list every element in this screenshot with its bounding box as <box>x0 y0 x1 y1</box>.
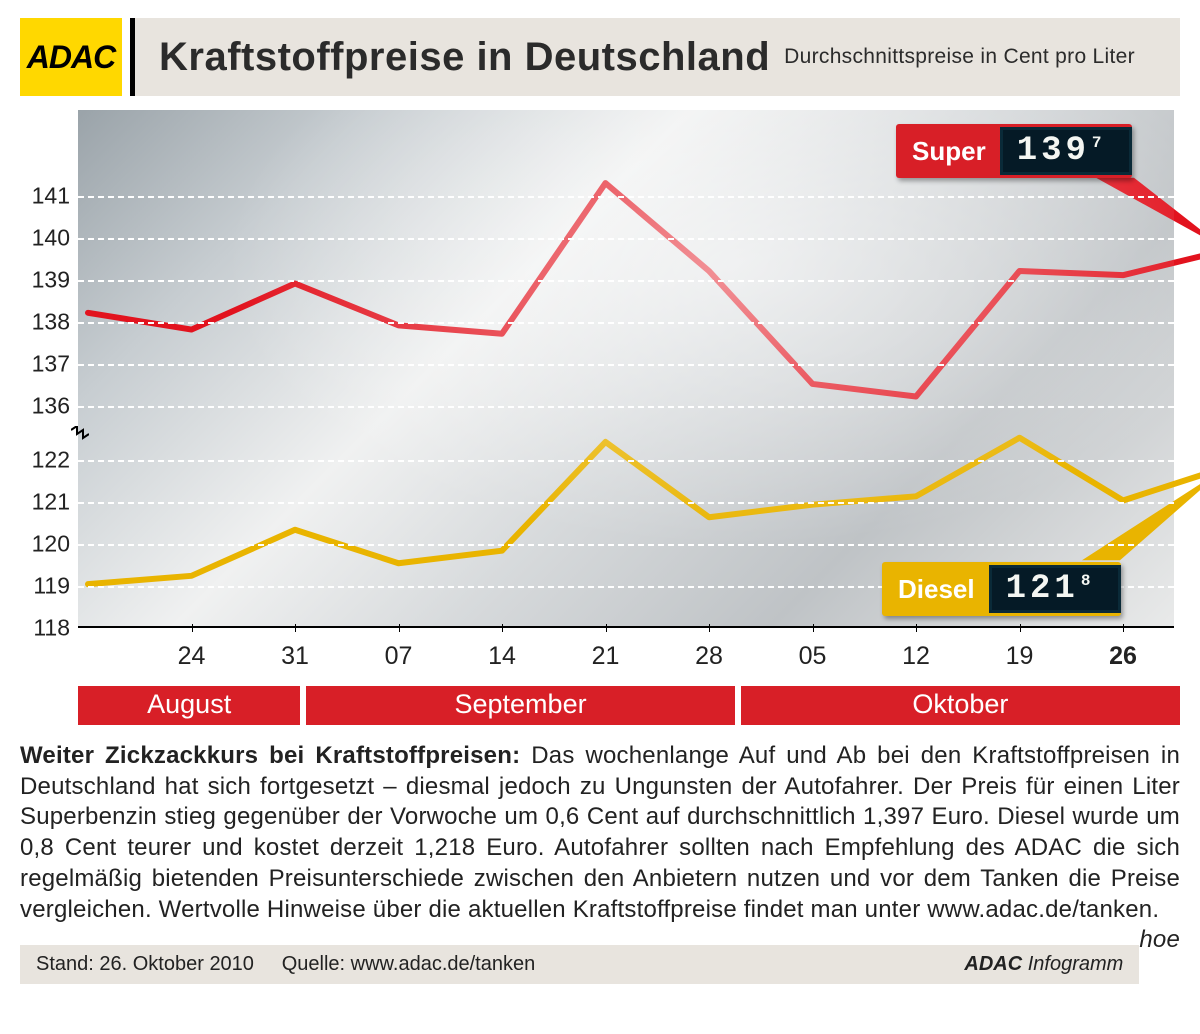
x-tick-label: 19 <box>1006 642 1034 671</box>
article-lead: Weiter Zickzackkurs bei Kraftstoffpreise… <box>20 742 520 769</box>
page-title: Kraftstoffpreise in Deutschland <box>159 35 770 80</box>
x-tick-label: 26 <box>1109 642 1137 671</box>
x-tick-label: 07 <box>385 642 413 671</box>
y-tick-label: 122 <box>20 447 70 474</box>
fuel-price-chart: Super 1397 Diesel 1218 136 137 138 139 140 14… <box>20 106 1180 682</box>
x-tick-label: 31 <box>281 642 309 671</box>
y-tick-label: 121 <box>20 489 70 516</box>
article-text: Das wochenlange Auf und Ab bei den Kraft… <box>20 742 1180 923</box>
x-tick-label: 14 <box>488 642 516 671</box>
y-tick-label: 136 <box>20 393 70 420</box>
header: ADAC Kraftstoffpreise in Deutschland Dur… <box>20 18 1180 96</box>
y-tick-label: 119 <box>20 573 70 600</box>
super-price-display: 1397 <box>1000 127 1132 175</box>
x-tick-label: 05 <box>799 642 827 671</box>
page-subtitle: Durchschnittspreise in Cent pro Liter <box>784 45 1135 69</box>
article-signature: hoe <box>1139 925 1180 956</box>
axis-break-icon <box>71 426 89 440</box>
y-tick-label: 120 <box>20 531 70 558</box>
x-tick-label: 12 <box>902 642 930 671</box>
footer-source: Quelle: www.adac.de/tanken <box>282 953 536 975</box>
footer-product: Infogramm <box>1028 953 1124 975</box>
diesel-price-tag: Diesel 1218 <box>882 562 1121 616</box>
y-tick-label: 137 <box>20 351 70 378</box>
x-tick-label: 24 <box>178 642 206 671</box>
y-tick-label: 138 <box>20 309 70 336</box>
super-label: Super <box>896 136 1000 167</box>
footer: Stand: 26. Oktober 2010 Quelle: www.adac… <box>20 945 1139 984</box>
x-tick-label: 21 <box>592 642 620 671</box>
y-tick-label: 140 <box>20 225 70 252</box>
y-tick-label: 118 <box>20 615 70 642</box>
article-body: Weiter Zickzackkurs bei Kraftstoffpreise… <box>20 741 1180 925</box>
diesel-price-display: 1218 <box>989 565 1121 613</box>
adac-logo: ADAC <box>20 18 122 96</box>
footer-brand: ADAC <box>964 953 1022 975</box>
y-tick-label: 139 <box>20 267 70 294</box>
month-label: September <box>306 686 734 725</box>
month-label: Oktober <box>741 686 1180 725</box>
diesel-label: Diesel <box>882 574 989 605</box>
footer-date: Stand: 26. Oktober 2010 <box>36 953 254 975</box>
super-price-tag: Super 1397 <box>896 124 1132 178</box>
month-label: August <box>78 686 300 725</box>
y-tick-label: 141 <box>20 183 70 210</box>
month-axis: AugustSeptemberOktober <box>20 686 1180 725</box>
x-tick-label: 28 <box>695 642 723 671</box>
